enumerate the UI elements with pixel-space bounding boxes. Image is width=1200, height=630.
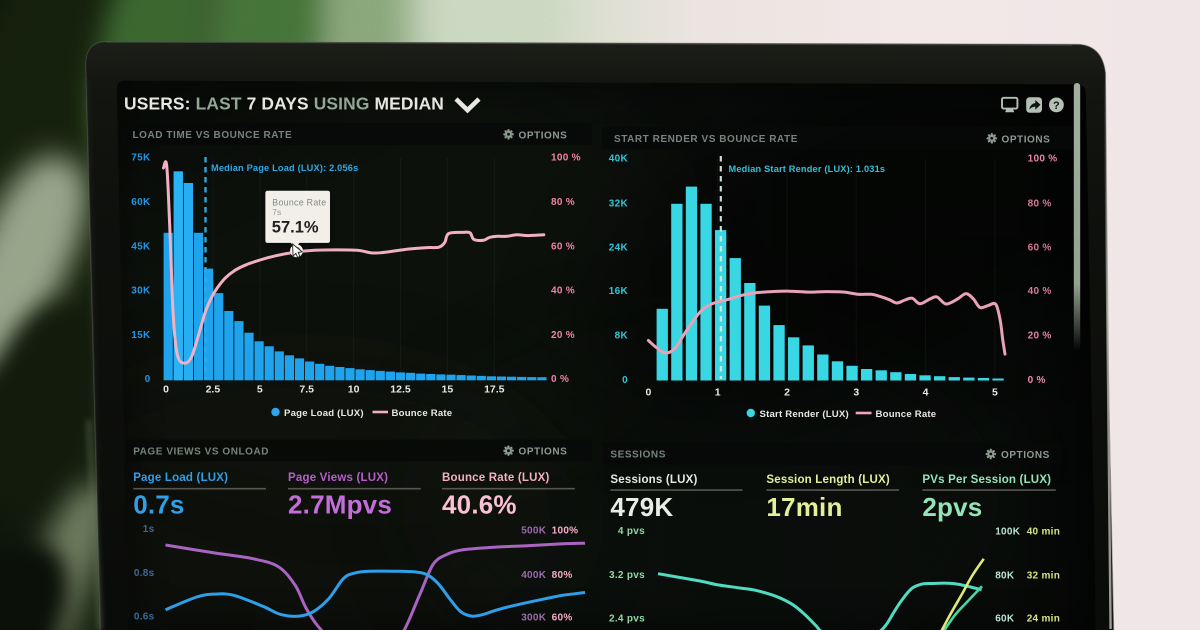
svg-text:2.4 pvs: 2.4 pvs (609, 614, 645, 625)
svg-text:40 %: 40 % (1028, 286, 1052, 297)
svg-text:Bounce Rate: Bounce Rate (272, 197, 326, 207)
svg-text:15: 15 (442, 384, 454, 396)
svg-text:57.1%: 57.1% (272, 219, 319, 237)
svg-text:OPTIONS: OPTIONS (1002, 134, 1051, 145)
svg-text:4 pvs: 4 pvs (618, 526, 645, 537)
svg-text:Median Start Render (LUX): 1.0: Median Start Render (LUX): 1.031s (729, 164, 886, 174)
svg-text:START RENDER VS BOUNCE RATE: START RENDER VS BOUNCE RATE (614, 134, 798, 145)
svg-text:OPTIONS: OPTIONS (1001, 450, 1050, 461)
svg-text:500K: 500K (521, 525, 547, 536)
svg-text:80%: 80% (552, 570, 573, 581)
svg-text:7s: 7s (272, 207, 281, 217)
svg-text:17min: 17min (766, 492, 842, 522)
svg-text:Bounce Rate: Bounce Rate (392, 408, 453, 419)
svg-text:7.5: 7.5 (299, 384, 314, 396)
svg-text:2pvs: 2pvs (922, 492, 982, 522)
svg-text:1: 1 (715, 387, 721, 399)
svg-text:?: ? (1053, 100, 1060, 112)
svg-text:100 %: 100 % (551, 153, 581, 164)
svg-text:PAGE VIEWS VS ONLOAD: PAGE VIEWS VS ONLOAD (133, 447, 269, 458)
svg-text:1s: 1s (143, 524, 155, 535)
svg-text:4: 4 (923, 387, 929, 399)
svg-text:479K: 479K (610, 492, 673, 522)
svg-text:0.7s: 0.7s (133, 490, 184, 520)
svg-text:OPTIONS: OPTIONS (519, 447, 568, 458)
svg-text:32 min: 32 min (1027, 570, 1060, 581)
svg-text:Session Length (LUX): Session Length (LUX) (766, 474, 889, 486)
svg-text:2.5: 2.5 (206, 384, 221, 396)
svg-text:LOAD TIME VS BOUNCE RATE: LOAD TIME VS BOUNCE RATE (133, 130, 293, 141)
svg-text:32K: 32K (609, 198, 629, 209)
svg-text:0 %: 0 % (551, 374, 569, 385)
svg-text:OPTIONS: OPTIONS (519, 130, 568, 141)
svg-text:100%: 100% (552, 525, 579, 536)
svg-text:17.5: 17.5 (484, 384, 505, 396)
svg-text:0: 0 (622, 375, 628, 386)
svg-text:3.2 pvs: 3.2 pvs (609, 570, 645, 581)
svg-text:60 %: 60 % (1028, 242, 1052, 253)
svg-text:5: 5 (992, 387, 998, 399)
svg-text:20 %: 20 % (1028, 331, 1052, 342)
svg-text:24K: 24K (609, 242, 629, 253)
svg-text:60K: 60K (995, 614, 1015, 625)
svg-text:0.6s: 0.6s (134, 612, 155, 623)
svg-text:30K: 30K (131, 286, 151, 297)
svg-text:40 min: 40 min (1027, 527, 1060, 538)
svg-text:60%: 60% (552, 613, 573, 624)
svg-text:PVs Per Session (LUX): PVs Per Session (LUX) (922, 474, 1051, 486)
svg-text:0: 0 (163, 384, 169, 396)
svg-text:2: 2 (784, 387, 790, 399)
svg-text:16K: 16K (609, 286, 629, 297)
svg-text:Page Load (LUX): Page Load (LUX) (284, 408, 364, 419)
svg-text:80 %: 80 % (1028, 198, 1052, 209)
svg-text:15K: 15K (131, 330, 151, 341)
svg-text:0 %: 0 % (1028, 375, 1046, 386)
svg-text:10: 10 (348, 384, 360, 396)
svg-text:Page Views (LUX): Page Views (LUX) (288, 472, 388, 484)
svg-text:20 %: 20 % (551, 330, 575, 341)
svg-text:Start Render (LUX): Start Render (LUX) (760, 409, 849, 420)
svg-text:Sessions (LUX): Sessions (LUX) (610, 474, 697, 486)
svg-text:40K: 40K (609, 154, 629, 165)
svg-text:Bounce Rate: Bounce Rate (876, 409, 937, 420)
svg-text:80 %: 80 % (551, 197, 575, 208)
svg-text:SESSIONS: SESSIONS (610, 450, 666, 461)
svg-text:0: 0 (145, 374, 151, 385)
svg-text:Median Page Load (LUX): 2.056s: Median Page Load (LUX): 2.056s (211, 163, 358, 173)
svg-text:45K: 45K (131, 241, 151, 252)
svg-text:Bounce Rate (LUX): Bounce Rate (LUX) (442, 472, 550, 484)
svg-text:300K: 300K (521, 613, 547, 624)
svg-text:60 %: 60 % (551, 241, 575, 252)
svg-text:8K: 8K (615, 331, 629, 342)
svg-text:0.8s: 0.8s (134, 568, 155, 579)
svg-text:2.7Mpvs: 2.7Mpvs (288, 490, 392, 520)
svg-text:40.6%: 40.6% (442, 490, 517, 520)
svg-text:100K: 100K (995, 527, 1021, 538)
svg-text:100 %: 100 % (1028, 154, 1058, 165)
svg-text:60K: 60K (131, 197, 151, 208)
svg-text:400K: 400K (521, 570, 547, 581)
svg-text:Page Load (LUX): Page Load (LUX) (133, 472, 228, 484)
svg-text:0: 0 (645, 387, 651, 399)
svg-text:3: 3 (853, 387, 859, 399)
svg-text:40 %: 40 % (551, 286, 575, 297)
svg-text:80K: 80K (995, 570, 1015, 581)
svg-text:24 min: 24 min (1027, 614, 1060, 625)
svg-text:USERS: LAST 7 DAYS USING MEDIA: USERS: LAST 7 DAYS USING MEDIAN (124, 94, 444, 114)
svg-text:5: 5 (257, 384, 263, 396)
svg-text:75K: 75K (131, 153, 151, 164)
svg-text:12.5: 12.5 (390, 384, 411, 396)
